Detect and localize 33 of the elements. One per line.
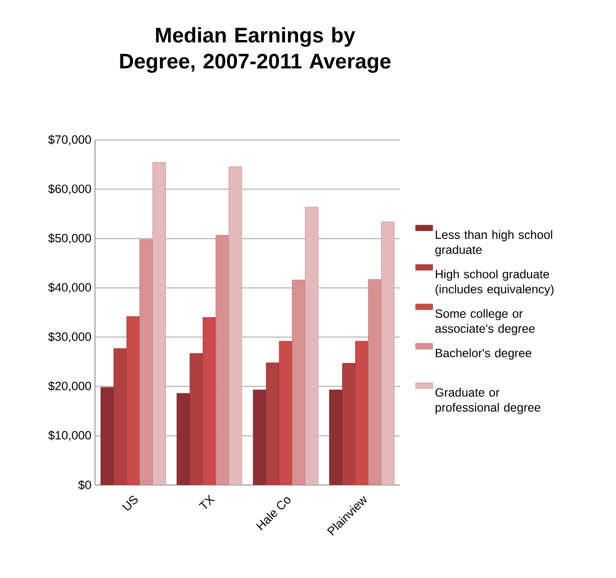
bar bbox=[190, 353, 204, 485]
bar bbox=[355, 340, 369, 485]
bar bbox=[126, 316, 140, 485]
x-tick-label: Hale Co bbox=[256, 497, 290, 530]
bar bbox=[342, 363, 356, 485]
legend-label: High school graduate (includes equivalency) bbox=[436, 270, 554, 296]
y-tick-label: $50,000 bbox=[48, 233, 91, 244]
legend-label: Some college or associate's degree bbox=[435, 309, 535, 336]
bar bbox=[113, 348, 127, 485]
bar bbox=[368, 279, 382, 485]
chart-title: Median Earnings by Degree, 2007-2011 Average bbox=[120, 27, 390, 73]
x-tick-label: US bbox=[122, 496, 138, 510]
bar bbox=[216, 234, 230, 485]
bar bbox=[278, 340, 292, 485]
legend-label: Less than high school graduate bbox=[435, 230, 552, 256]
bar bbox=[152, 162, 166, 485]
bar bbox=[228, 166, 242, 485]
bar bbox=[292, 280, 306, 485]
legend-label: Graduate or professional degree bbox=[435, 388, 540, 414]
bar bbox=[139, 239, 153, 485]
y-tick-label: $10,000 bbox=[48, 430, 91, 441]
x-tick-label: TX bbox=[198, 494, 216, 509]
y-tick-label: $70,000 bbox=[48, 134, 91, 146]
y-tick-label: $30,000 bbox=[48, 332, 91, 342]
y-tick-label: $0 bbox=[78, 480, 92, 490]
bar bbox=[304, 206, 318, 485]
bar bbox=[381, 222, 395, 485]
bar bbox=[266, 362, 280, 485]
bar bbox=[202, 317, 216, 485]
legend-label: Bachelor's degree bbox=[436, 348, 532, 360]
y-tick-label: $40,000 bbox=[48, 282, 91, 294]
y-tick-label: $20,000 bbox=[48, 381, 91, 392]
y-tick-label: $60,000 bbox=[48, 184, 91, 194]
